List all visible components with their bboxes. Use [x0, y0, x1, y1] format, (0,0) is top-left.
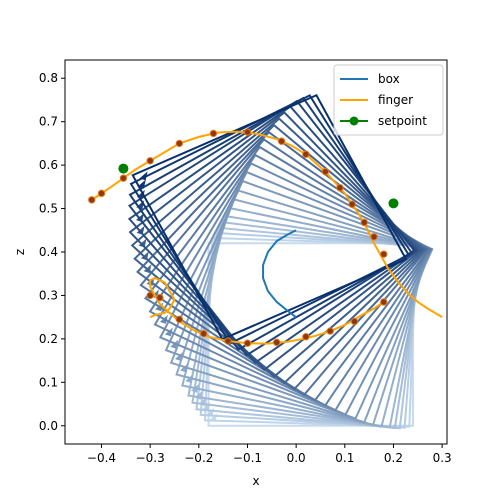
y-tick-label: 0.0: [39, 419, 58, 433]
y-tick-label: 0.2: [39, 332, 58, 346]
box-arrow: [174, 352, 183, 362]
finger-marker: [277, 137, 286, 145]
box-frame: [131, 93, 408, 341]
y-tick-label: 0.6: [39, 158, 58, 172]
finger-marker: [146, 291, 154, 300]
finger-marker: [156, 293, 164, 302]
y-axis-label: z: [13, 249, 27, 255]
box-frame: [139, 138, 429, 397]
finger-marker: [175, 139, 184, 148]
box-arrow: [136, 225, 145, 235]
y-tick-label: 0.3: [39, 288, 58, 302]
finger-marker: [336, 184, 344, 192]
y-tick-label: 0.5: [39, 202, 58, 216]
x-tick-label: 0.0: [287, 451, 306, 465]
legend-finger-label: finger: [378, 93, 413, 107]
box-arrow: [136, 212, 145, 222]
finger-marker: [350, 317, 359, 326]
setpoint-marker: [388, 198, 399, 209]
x-tick-label: −0.1: [233, 451, 262, 465]
legend-box-label: box: [378, 72, 400, 86]
finger-marker: [370, 233, 378, 241]
finger-marker: [302, 150, 310, 158]
finger-marker: [199, 329, 208, 338]
y-tick-label: 0.4: [39, 245, 58, 259]
finger-marker: [302, 333, 310, 341]
x-tick-label: 0.2: [384, 451, 403, 465]
setpoint-marker: [118, 163, 129, 174]
box-path-line: [262, 229, 297, 318]
x-tick-label: 0.1: [335, 451, 354, 465]
finger-marker: [348, 200, 356, 208]
finger-marker: [119, 174, 128, 182]
legend-setpoint-label: setpoint: [378, 114, 427, 128]
plot-area: [88, 93, 443, 430]
finger-marker: [326, 327, 334, 335]
finger-marker: [272, 338, 281, 347]
box-arrow: [179, 363, 188, 373]
box-frame: [144, 145, 431, 402]
y-axis-ticks: 0.0 0.1 0.2 0.3 0.4 0.5 0.6 0.7 0.8: [39, 71, 65, 433]
finger-marker: [88, 196, 96, 204]
finger-marker: [380, 298, 388, 306]
y-tick-label: 0.8: [39, 71, 58, 85]
finger-marker: [146, 157, 154, 165]
y-tick-label: 0.1: [39, 375, 58, 389]
x-axis-label: x: [252, 474, 259, 488]
finger-marker: [175, 315, 184, 324]
x-axis-ticks: −0.4 −0.3 −0.2 −0.1 0.0 0.1 0.2 0.3: [87, 444, 452, 465]
finger-marker: [224, 337, 232, 345]
x-tick-label: −0.2: [184, 451, 213, 465]
finger-line-lower: [149, 276, 385, 345]
finger-marker: [209, 129, 218, 138]
box-arrow: [138, 238, 147, 248]
legend: box finger setpoint: [333, 64, 444, 136]
x-tick-label: −0.3: [136, 451, 165, 465]
finger-marker: [360, 218, 368, 227]
finger-marker: [243, 128, 252, 136]
finger-marker: [321, 167, 330, 176]
x-tick-label: −0.4: [87, 451, 116, 465]
x-tick-label: 0.3: [433, 451, 452, 465]
box-arrow: [139, 171, 148, 181]
y-tick-label: 0.7: [39, 115, 58, 129]
finger-marker: [380, 250, 388, 258]
finger-marker: [243, 339, 252, 347]
legend-box: [333, 64, 444, 136]
finger-marker: [97, 189, 106, 198]
legend-setpoint-marker: [349, 116, 359, 126]
box-arrow: [170, 339, 179, 349]
